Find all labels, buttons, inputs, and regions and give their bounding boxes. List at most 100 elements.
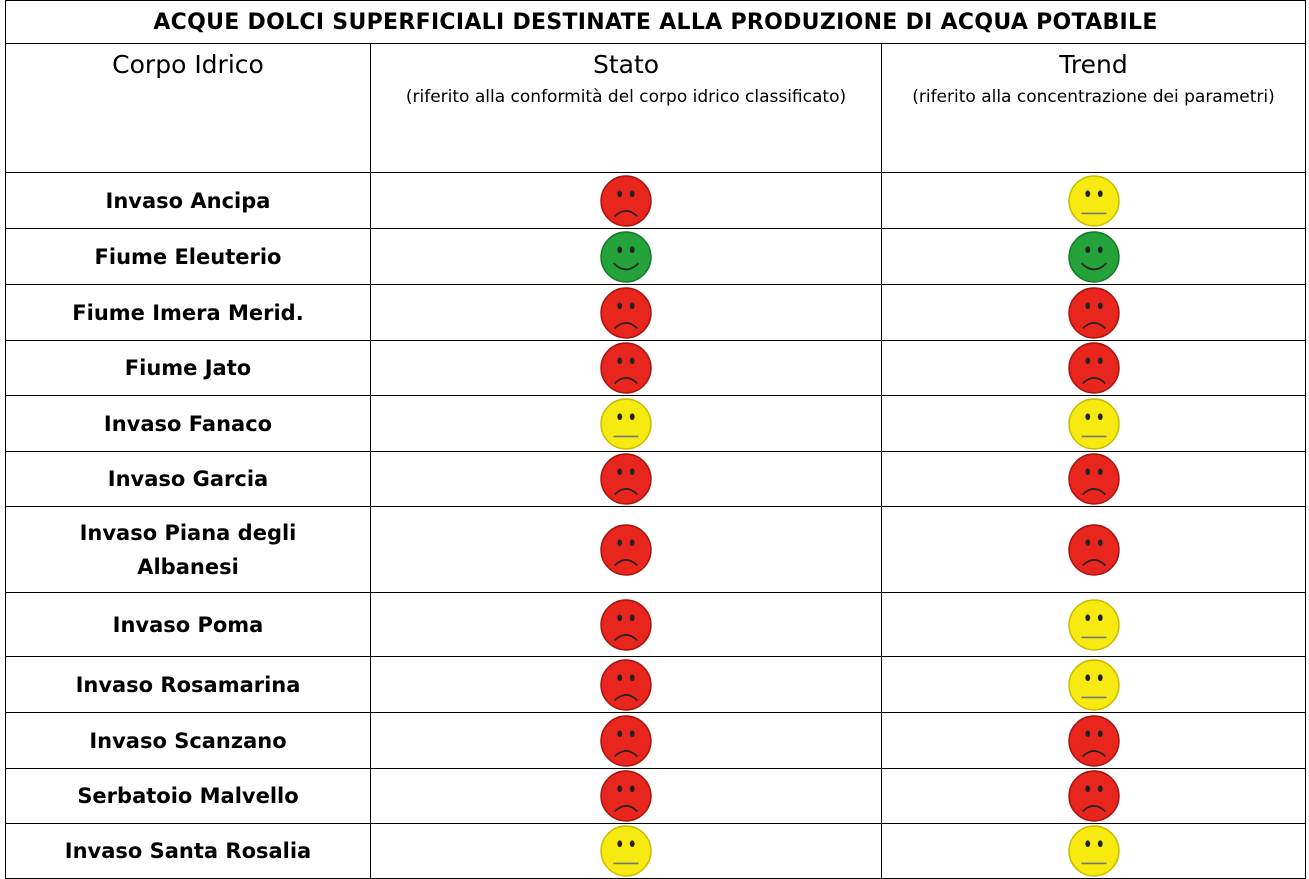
status-icon	[600, 286, 652, 339]
status-cell	[881, 768, 1306, 824]
status-cell	[881, 284, 1306, 341]
title-row: ACQUE DOLCI SUPERFICIALI DESTINATE ALLA …	[5, 0, 1306, 44]
icon-face	[600, 598, 652, 651]
icon-mouth	[1081, 558, 1106, 566]
icon-face	[1067, 286, 1120, 339]
body-name: Fiume Eleuterio	[5, 228, 371, 285]
status-cell	[370, 506, 882, 593]
icon-face	[1067, 342, 1120, 394]
icon-face	[1067, 770, 1120, 822]
status-cell	[370, 172, 882, 229]
table-row: Invaso Ancipa	[5, 172, 1306, 229]
icon-eye	[1097, 729, 1103, 737]
body-name: Invaso Garcia	[5, 451, 371, 507]
icon-eye	[1084, 189, 1090, 197]
icon-face	[600, 658, 652, 711]
icon-eye	[629, 468, 635, 476]
icon-eye	[1097, 245, 1103, 253]
icon-eye	[1097, 840, 1103, 848]
icon-eye	[617, 613, 623, 621]
icon-eye	[629, 301, 635, 309]
icon-eye	[1097, 189, 1103, 197]
icon-eye	[1084, 729, 1090, 737]
status-icon	[1067, 230, 1120, 283]
icon-eye	[1097, 785, 1103, 793]
table-body: ACQUE DOLCI SUPERFICIALI DESTINATE ALLA …	[5, 0, 1306, 879]
table-row: Invaso Rosamarina	[5, 656, 1306, 713]
status-icon	[600, 714, 652, 767]
icon-face	[600, 174, 652, 227]
status-icon	[1067, 397, 1120, 450]
table-row: Invaso Scanzano	[5, 712, 1306, 769]
icon-mouth	[613, 805, 639, 813]
icon-eye	[629, 613, 635, 621]
body-name: Serbatoio Malvello	[5, 768, 371, 824]
icon-mouth	[1081, 749, 1106, 757]
status-icon	[1067, 770, 1120, 822]
body-name: Fiume Jato	[5, 340, 371, 396]
icon-eye	[617, 785, 623, 793]
icon-face	[1067, 397, 1120, 450]
icon-eye	[1084, 785, 1090, 793]
icon-mouth	[613, 633, 639, 641]
icon-face	[600, 825, 652, 877]
icon-face	[1067, 825, 1120, 877]
icon-eye	[1097, 613, 1103, 621]
icon-eye	[629, 840, 635, 848]
icon-face	[600, 397, 652, 450]
icon-face	[600, 770, 652, 822]
icon-mouth	[613, 558, 639, 566]
status-icon	[600, 174, 652, 227]
icon-eye	[1084, 357, 1090, 365]
status-icon	[600, 770, 652, 822]
icon-face	[1067, 174, 1120, 227]
icon-eye	[1084, 673, 1090, 681]
body-name: Invaso Poma	[5, 592, 371, 657]
icon-eye	[1097, 357, 1103, 365]
icon-mouth	[613, 209, 639, 217]
status-cell	[370, 823, 882, 879]
status-table: ACQUE DOLCI SUPERFICIALI DESTINATE ALLA …	[5, 0, 1306, 879]
status-cell	[370, 340, 882, 396]
body-name: Invaso Ancipa	[5, 172, 371, 229]
icon-eye	[1097, 468, 1103, 476]
column-header: Trend (riferito alla concentrazione dei p…	[881, 43, 1306, 173]
icon-face	[1067, 714, 1120, 767]
status-icon	[600, 342, 652, 394]
icon-face	[1067, 523, 1120, 576]
body-name: Invaso Santa Rosalia	[5, 823, 371, 879]
icon-eye	[629, 785, 635, 793]
status-cell	[881, 172, 1306, 229]
icon-eye	[1084, 613, 1090, 621]
icon-mouth	[613, 321, 639, 329]
icon-face	[600, 714, 652, 767]
header-row: Corpo Idrico Stato (riferito alla conform…	[5, 43, 1306, 173]
status-cell	[370, 451, 882, 507]
icon-eye	[1084, 245, 1090, 253]
status-icon	[1067, 286, 1120, 339]
body-name: Invaso Piana degli Albanesi	[5, 506, 371, 593]
body-name: Invaso Rosamarina	[5, 656, 371, 713]
status-cell	[370, 592, 882, 657]
icon-eye	[1084, 538, 1090, 546]
icon-mouth	[1080, 262, 1107, 270]
status-cell	[370, 712, 882, 769]
status-cell	[881, 395, 1306, 452]
table-row: Fiume Jato	[5, 340, 1306, 396]
table-row: Invaso Piana degli Albanesi	[5, 506, 1306, 593]
status-icon	[600, 453, 652, 505]
status-cell	[881, 592, 1306, 657]
status-cell	[881, 823, 1306, 879]
status-icon	[1067, 342, 1120, 394]
icon-eye	[1097, 673, 1103, 681]
status-icon	[1067, 598, 1120, 651]
status-cell	[370, 284, 882, 341]
icon-eye	[1084, 840, 1090, 848]
icon-eye	[629, 189, 635, 197]
column-note: (riferito alla concentrazione dei parame…	[912, 87, 1275, 107]
icon-face	[600, 523, 652, 576]
icon-eye	[617, 357, 623, 365]
icon-mouth	[613, 749, 639, 757]
icon-eye	[617, 245, 623, 253]
